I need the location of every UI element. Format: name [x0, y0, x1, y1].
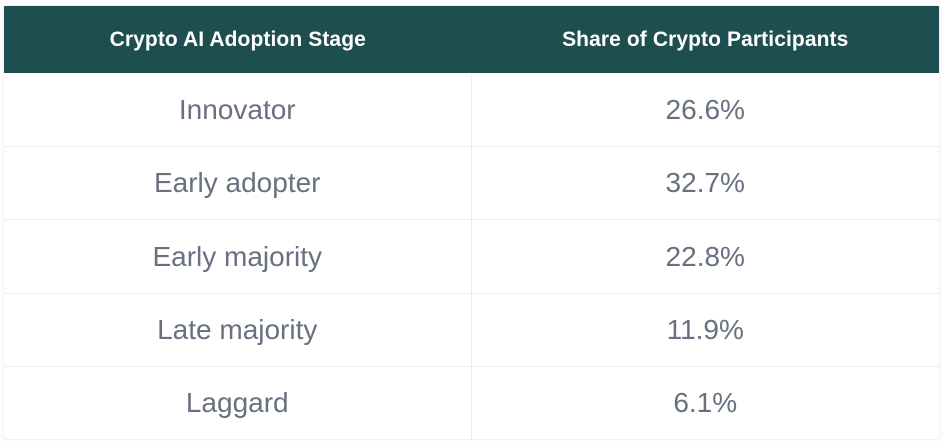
share-cell: 22.8%: [665, 240, 745, 272]
share-cell: 26.6%: [665, 94, 745, 126]
table-row: Late majority 11.9%: [4, 292, 939, 366]
table-body: Innovator 26.6% Early adopter 32.7% Earl…: [4, 73, 939, 439]
table-row: Early adopter 32.7%: [4, 146, 939, 220]
header-cell-stage: Crypto AI Adoption Stage: [109, 27, 366, 51]
table-row: Early majority 22.8%: [4, 219, 939, 293]
table-row: Laggard 6.1%: [4, 365, 939, 439]
header-cell-share: Share of Crypto Participants: [562, 27, 849, 51]
stage-cell: Early adopter: [4, 147, 472, 220]
stage-cell: Laggard: [4, 366, 472, 439]
adoption-table: Crypto AI Adoption Stage Share of Crypto…: [3, 5, 940, 440]
stage-cell: Innovator: [4, 74, 472, 147]
share-cell: 11.9%: [666, 313, 744, 345]
table-header-row: Crypto AI Adoption Stage Share of Crypto…: [4, 6, 939, 73]
stage-cell: Late majority: [4, 293, 472, 366]
stage-cell: Early majority: [4, 220, 472, 293]
share-cell: 32.7%: [665, 167, 745, 199]
table-row: Innovator 26.6%: [4, 73, 939, 147]
share-cell: 6.1%: [673, 386, 738, 418]
